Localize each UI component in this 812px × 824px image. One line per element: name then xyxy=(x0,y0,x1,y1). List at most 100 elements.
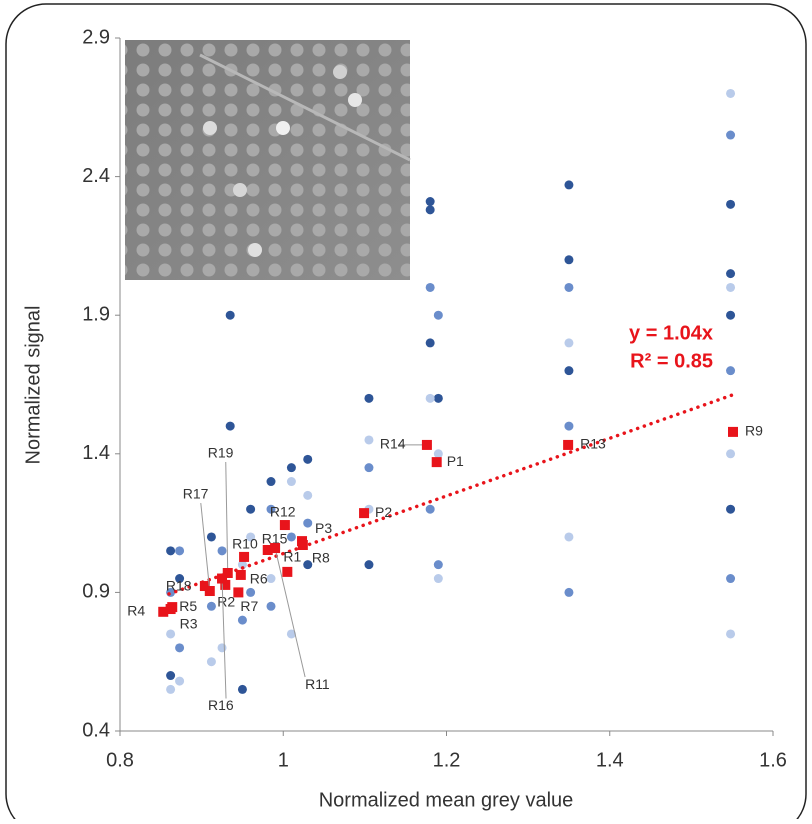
leader-line xyxy=(274,547,306,678)
data-point xyxy=(564,282,574,292)
data-point xyxy=(726,282,736,292)
highlight-point xyxy=(282,566,293,577)
data-point xyxy=(166,671,176,681)
data-point xyxy=(564,421,574,431)
data-point xyxy=(237,684,247,694)
data-point xyxy=(266,574,276,584)
data-point xyxy=(564,366,574,376)
data-point xyxy=(364,435,374,445)
data-point xyxy=(433,449,443,459)
highlight-point xyxy=(359,508,370,519)
highlight-point xyxy=(222,567,233,578)
leader-line xyxy=(225,461,229,574)
data-point xyxy=(564,532,574,542)
data-point xyxy=(166,546,176,556)
data-point xyxy=(726,449,736,459)
point-label: R9 xyxy=(745,423,763,439)
highlight-point xyxy=(204,586,215,597)
highlight-point xyxy=(279,520,290,531)
data-point xyxy=(266,477,276,487)
inset-image xyxy=(125,40,411,280)
data-point xyxy=(266,601,276,611)
data-point xyxy=(726,130,736,140)
data-point xyxy=(425,393,435,403)
x-axis-title: Normalized mean grey value xyxy=(319,789,574,811)
point-label: R13 xyxy=(580,436,606,452)
data-point xyxy=(206,532,216,542)
data-point xyxy=(175,546,185,556)
data-point xyxy=(303,560,313,570)
point-label: R15 xyxy=(262,531,288,547)
leader-line xyxy=(221,578,227,699)
y-tick-label: 2.9 xyxy=(82,26,110,48)
data-point xyxy=(726,88,736,98)
data-point xyxy=(433,574,443,584)
data-point xyxy=(303,518,313,528)
x-tick-label: 1.2 xyxy=(433,749,461,771)
data-point xyxy=(726,366,736,376)
data-point xyxy=(225,310,235,320)
data-point xyxy=(726,199,736,209)
highlight-point xyxy=(233,587,244,598)
data-point xyxy=(166,684,176,694)
point-label: R4 xyxy=(127,603,145,619)
data-point xyxy=(433,560,443,570)
y-tick-label: 0.9 xyxy=(82,581,110,603)
data-point xyxy=(364,393,374,403)
data-point xyxy=(266,504,276,514)
data-point xyxy=(286,477,296,487)
highlight-point xyxy=(220,579,231,590)
highlight-point xyxy=(217,573,228,584)
point-label: R6 xyxy=(250,571,268,587)
point-label: R3 xyxy=(180,616,198,632)
data-point xyxy=(286,463,296,473)
data-point xyxy=(237,615,247,625)
highlight-point xyxy=(262,544,273,555)
leader-line xyxy=(200,502,211,592)
point-label: P1 xyxy=(447,453,464,469)
x-tick-label: 1.4 xyxy=(596,749,624,771)
data-point xyxy=(246,587,256,597)
data-point xyxy=(726,269,736,279)
data-point xyxy=(286,532,296,542)
data-point xyxy=(225,421,235,431)
data-point xyxy=(425,205,435,215)
point-label: R17 xyxy=(183,486,209,502)
data-point xyxy=(433,310,443,320)
data-point xyxy=(246,504,256,514)
y-tick-label: 2.4 xyxy=(82,165,110,187)
data-point xyxy=(726,629,736,639)
highlight-point xyxy=(728,426,739,437)
highlight-point xyxy=(270,543,281,554)
highlight-point xyxy=(235,569,246,580)
data-point xyxy=(364,463,374,473)
trend-r2: R² = 0.85 xyxy=(630,350,713,372)
point-label: R10 xyxy=(232,536,258,552)
data-point xyxy=(175,574,185,584)
point-label: R7 xyxy=(240,598,258,614)
data-point xyxy=(364,560,374,570)
y-tick-label: 0.4 xyxy=(82,719,110,741)
data-point xyxy=(425,338,435,348)
point-label: R1 xyxy=(283,549,301,565)
point-label: R11 xyxy=(305,676,330,692)
frame xyxy=(5,3,807,824)
data-point xyxy=(726,310,736,320)
highlight-point xyxy=(297,536,308,547)
data-point xyxy=(217,643,227,653)
data-point xyxy=(206,601,216,611)
data-point xyxy=(425,282,435,292)
data-point xyxy=(564,338,574,348)
trendline xyxy=(167,393,734,596)
data-point xyxy=(726,574,736,584)
data-point xyxy=(246,532,256,542)
x-tick-label: 0.8 xyxy=(106,749,134,771)
data-point xyxy=(206,657,216,667)
data-point xyxy=(175,643,185,653)
data-point xyxy=(564,180,574,190)
point-label: R14 xyxy=(380,436,406,452)
data-point xyxy=(726,504,736,514)
point-label: P3 xyxy=(315,520,332,536)
x-tick-label: 1 xyxy=(278,749,289,771)
point-label: R2 xyxy=(217,594,235,610)
